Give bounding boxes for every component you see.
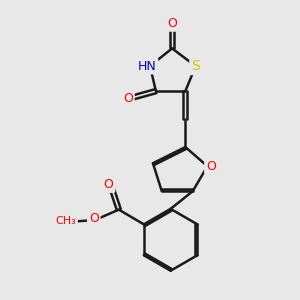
Text: S: S [191, 59, 200, 73]
Text: HN: HN [138, 60, 156, 73]
Text: O: O [206, 160, 216, 173]
Text: O: O [89, 212, 99, 225]
Text: CH₃: CH₃ [56, 216, 76, 226]
Text: O: O [123, 92, 133, 105]
Text: O: O [167, 17, 177, 30]
Text: O: O [103, 178, 113, 191]
